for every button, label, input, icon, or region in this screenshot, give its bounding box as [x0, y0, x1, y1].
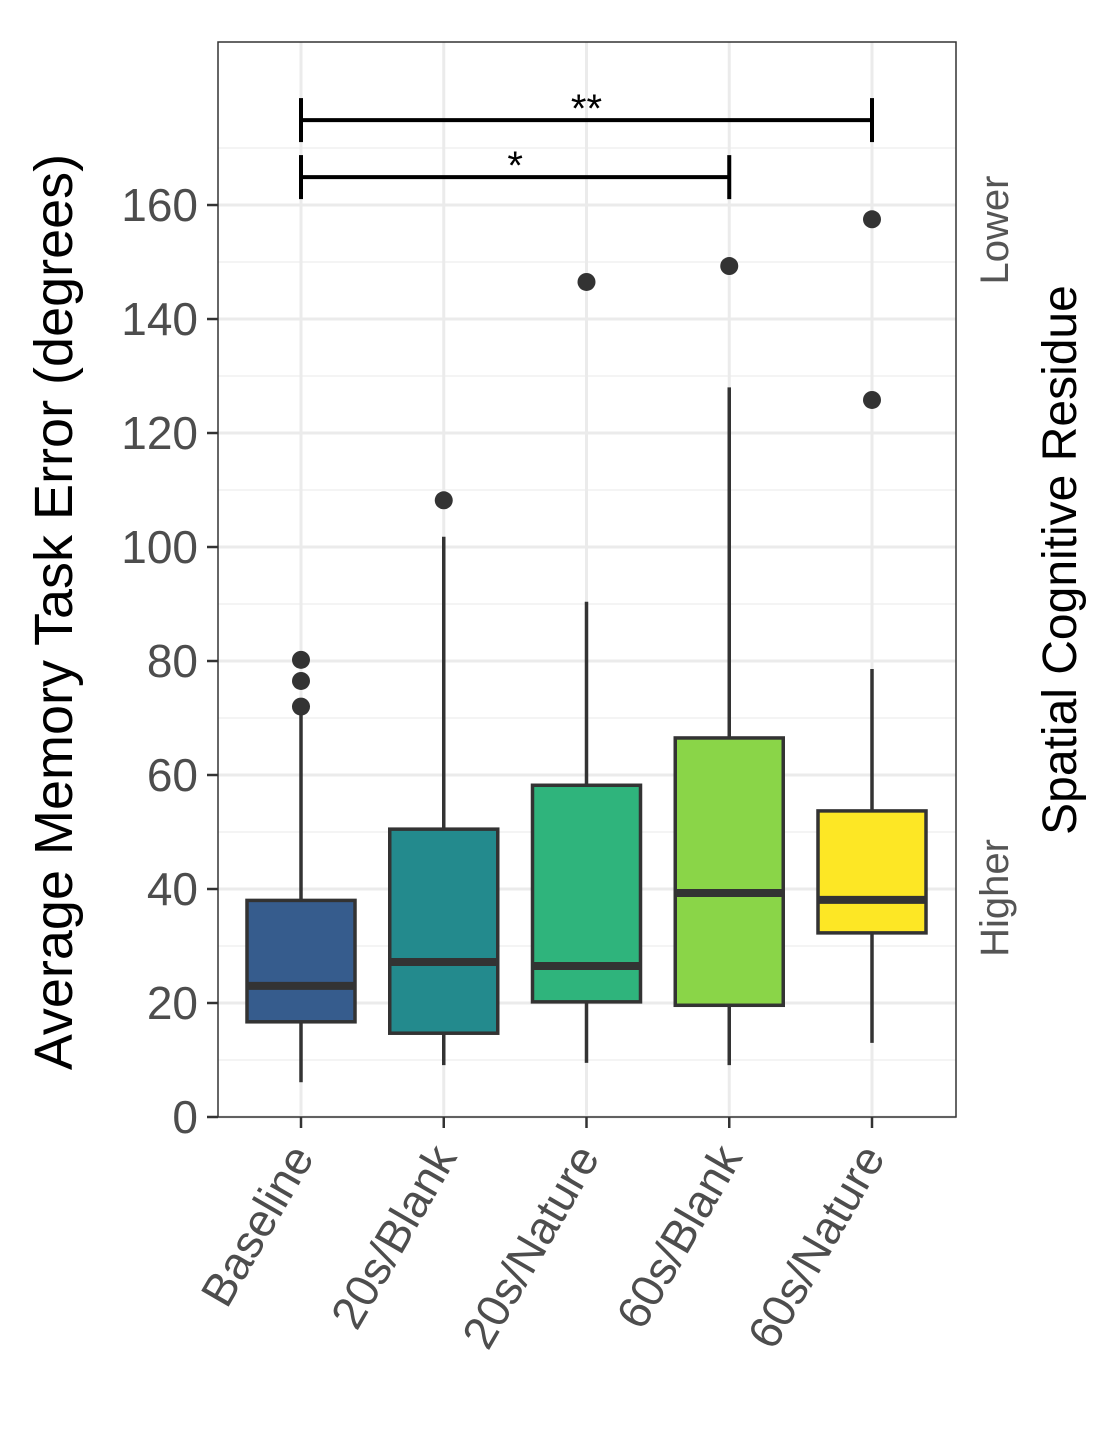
box [816, 809, 928, 935]
significance-label: ** [571, 87, 602, 131]
x-tick-label: 20s/Nature [452, 1136, 610, 1357]
x-axis: Baseline20s/Blank20s/Nature60s/Blank60s/… [190, 1117, 895, 1357]
y-tick-label: 40 [147, 863, 198, 915]
secondary-label-bottom: Higher [973, 839, 1017, 957]
outlier-point [292, 650, 310, 669]
significance-label: * [507, 144, 523, 188]
outlier-point [863, 390, 881, 409]
x-tick-label: Baseline [190, 1136, 323, 1315]
secondary-axis-title: Spatial Cognitive Residue [1034, 285, 1087, 835]
y-tick-label: 160 [121, 179, 198, 231]
outlier-point [577, 272, 596, 291]
boxes [245, 210, 928, 1083]
secondary-label-top: Lower [973, 176, 1017, 285]
x-tick-label: 20s/Blank [320, 1135, 467, 1337]
y-tick-label: 120 [121, 407, 198, 459]
box [245, 898, 357, 1024]
x-tick-label: 60s/Blank [606, 1135, 753, 1337]
y-tick-label: 80 [147, 635, 198, 687]
box [673, 736, 785, 1008]
box [388, 827, 500, 1035]
outlier-point [292, 697, 310, 716]
outlier-point [863, 210, 881, 229]
outlier-point [720, 257, 739, 276]
y-tick-label: 0 [172, 1091, 198, 1143]
x-tick-label: 60s/Nature [737, 1136, 895, 1357]
significance-brackets: *** [299, 87, 874, 200]
outlier-point [292, 671, 310, 690]
y-axis-title: Average Memory Task Error (degrees) [24, 154, 84, 1070]
y-tick-label: 20 [147, 977, 198, 1029]
outlier-point [434, 491, 453, 510]
y-tick-label: 60 [147, 749, 198, 801]
y-tick-label: 140 [121, 293, 198, 345]
y-axis: 0 20 40 60 80 100 120 140 160 [121, 179, 218, 1143]
y-tick-label: 100 [121, 521, 198, 573]
